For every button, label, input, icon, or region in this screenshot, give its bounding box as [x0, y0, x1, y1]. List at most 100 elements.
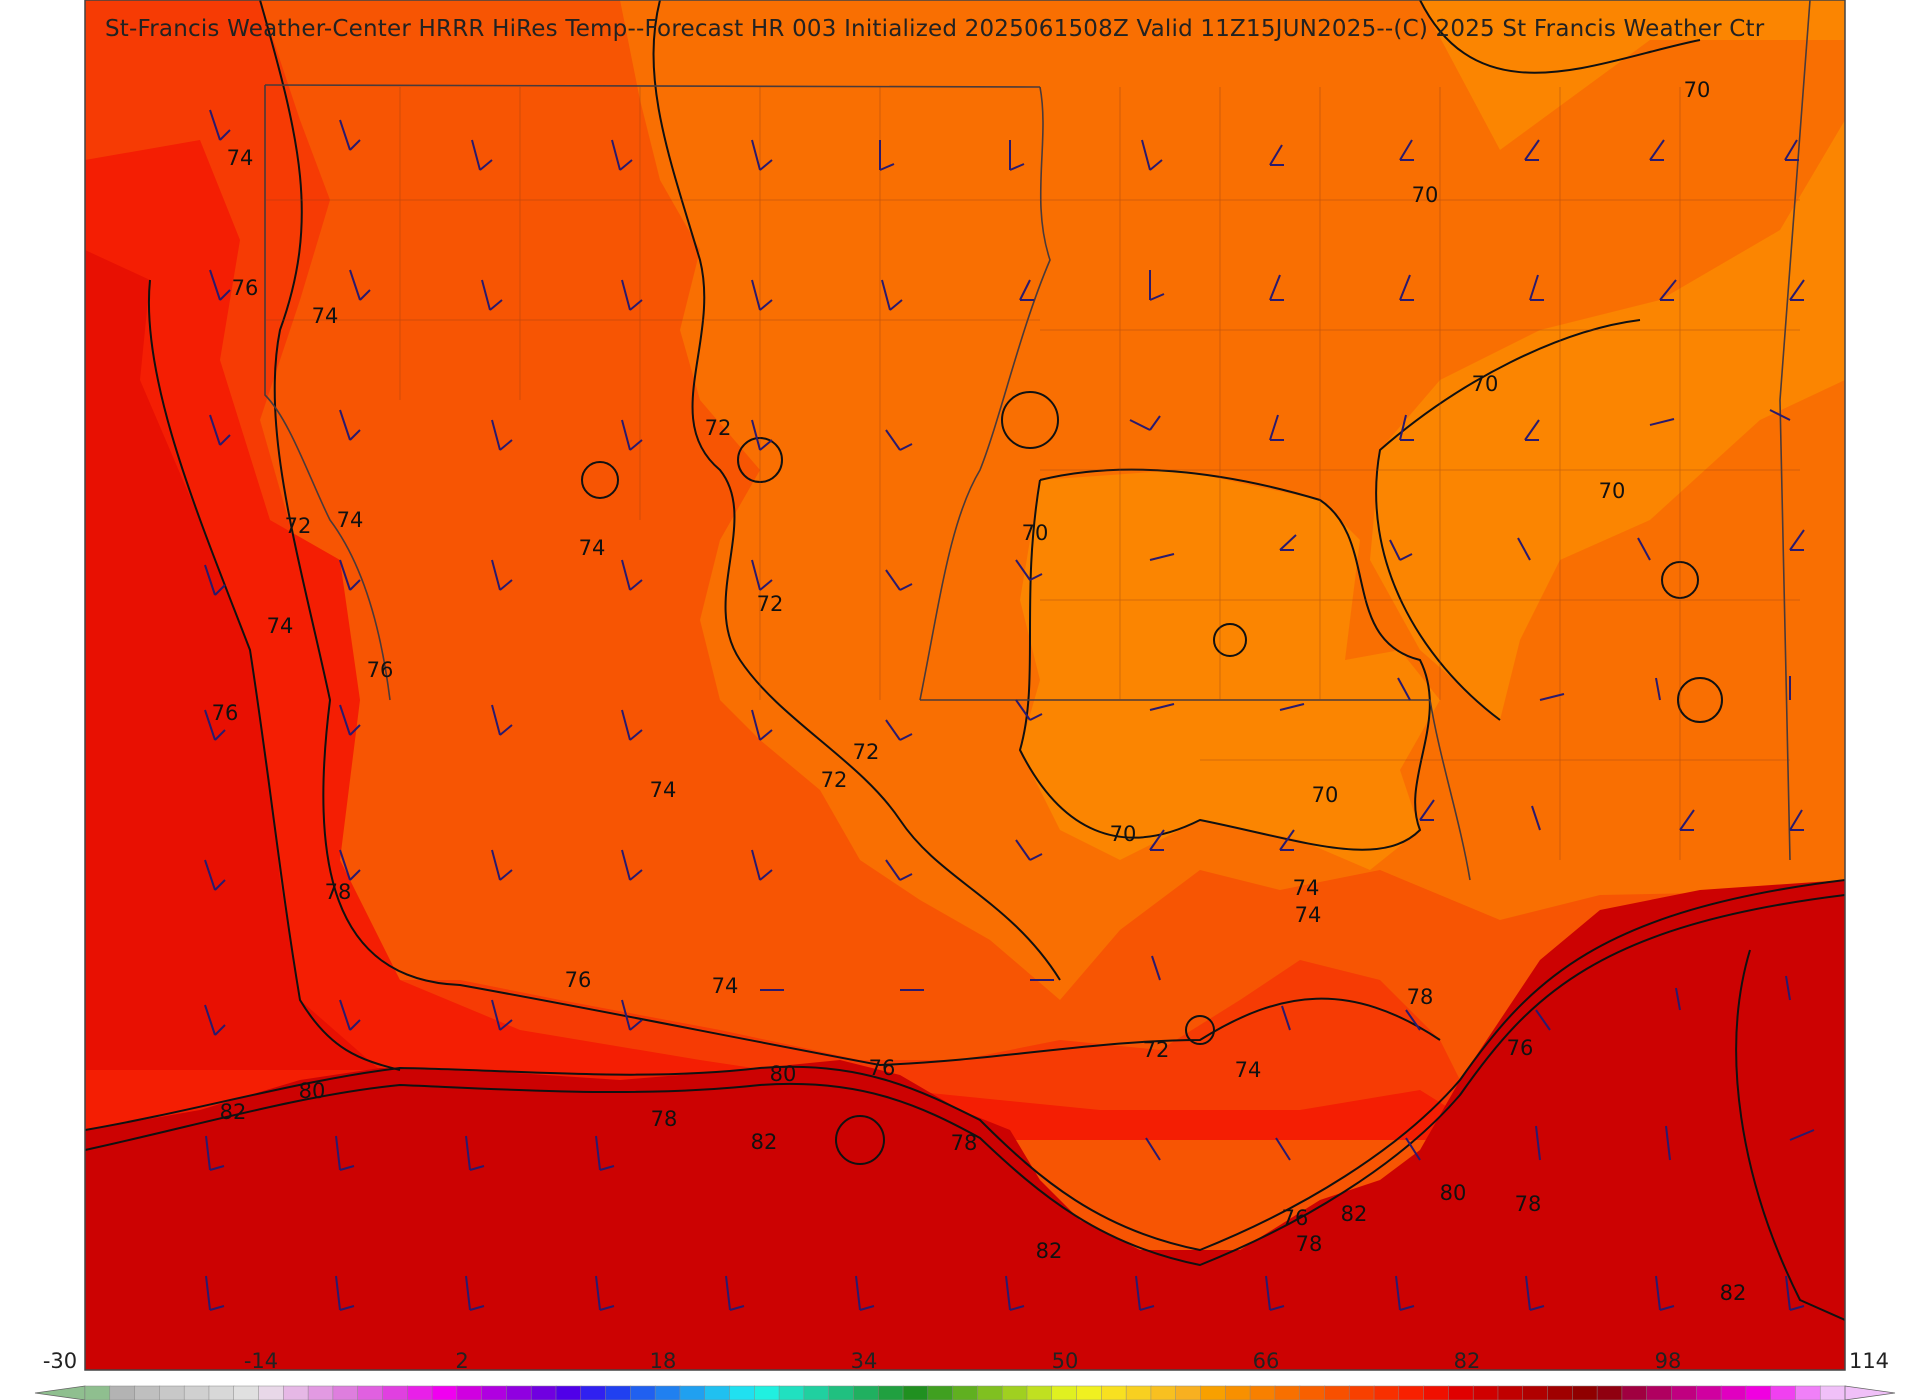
colorbar-swatch: [357, 1385, 384, 1400]
contour-label: 78: [1295, 1232, 1323, 1256]
map-border: [84, 0, 1846, 1371]
colorbar-swatch: [1472, 1385, 1499, 1400]
contour-label: 76: [1281, 1206, 1309, 1230]
contour-label: 74: [711, 974, 739, 998]
colorbar-swatch: [530, 1385, 557, 1400]
colorbar-swatch: [1819, 1385, 1846, 1400]
colorbar-swatch: [1423, 1385, 1450, 1400]
colorbar-swatch: [1324, 1385, 1350, 1400]
contour-label: 70: [1598, 479, 1626, 503]
contour-label: 74: [311, 304, 339, 328]
colorbar-swatch: [1745, 1385, 1772, 1400]
wind-barbs: [204, 109, 1815, 1311]
temp-band-82-84: [85, 880, 1845, 1370]
contour-label: 76: [211, 701, 239, 725]
colorbar-swatch: [456, 1385, 483, 1400]
colorbar-tick-label: 114: [1848, 1349, 1890, 1373]
colorbar-swatch: [1200, 1385, 1227, 1400]
colorbar-swatch: [605, 1385, 632, 1400]
colorbar-swatch: [1001, 1385, 1028, 1400]
contour-label: 74: [649, 778, 677, 802]
isotherm-contours: [85, 0, 1845, 1321]
contour-label: 78: [1514, 1192, 1542, 1216]
colorbar-swatch: [1026, 1385, 1053, 1400]
colorbar-swatch: [1249, 1385, 1276, 1400]
contour-label: 70: [1311, 783, 1339, 807]
colorbar-tick-label: 50: [1051, 1349, 1079, 1373]
contour-label: 74: [336, 508, 364, 532]
colorbar-min-arrow: [34, 1385, 86, 1400]
contour-label: 76: [231, 276, 259, 300]
colorbar-swatch: [630, 1385, 656, 1400]
colorbar-swatch: [283, 1385, 309, 1400]
contour-label: 70: [1683, 78, 1711, 102]
contour-label: 78: [950, 1131, 978, 1155]
colorbar-swatch: [1646, 1385, 1673, 1400]
colorbar-swatch: [1522, 1385, 1549, 1400]
colorbar-swatch: [977, 1385, 1003, 1400]
colorbar-tick-label: 34: [850, 1349, 878, 1373]
contour-label: 74: [1292, 876, 1320, 900]
colorbar-swatch: [778, 1385, 805, 1400]
colorbar-swatch: [258, 1385, 285, 1400]
contour-label: 82: [219, 1100, 247, 1124]
colorbar-swatch: [1621, 1385, 1648, 1400]
colorbar-swatch: [1795, 1385, 1821, 1400]
colorbar-tick-label: 66: [1252, 1349, 1280, 1373]
colorbar-swatch: [208, 1385, 235, 1400]
colorbar-swatch: [431, 1385, 458, 1400]
colorbar-swatch: [481, 1385, 508, 1400]
contour-label: 74: [1294, 903, 1322, 927]
colorbar-tick-label: -14: [243, 1349, 279, 1373]
contour-label: 78: [1406, 985, 1434, 1009]
colorbar-swatch: [1101, 1385, 1127, 1400]
colorbar-swatch: [307, 1385, 334, 1400]
contour-label: 82: [1340, 1202, 1368, 1226]
colorbar-swatch: [382, 1385, 409, 1400]
colorbar-swatch: [1671, 1385, 1698, 1400]
colorbar-swatch: [1175, 1385, 1202, 1400]
contour-label: 82: [1719, 1281, 1747, 1305]
contour-label: 80: [1439, 1181, 1467, 1205]
colorbar-swatch: [555, 1385, 582, 1400]
colorbar-swatch: [679, 1385, 706, 1400]
contour-label: 76: [868, 1056, 896, 1080]
contour-label: 78: [324, 880, 352, 904]
colorbar-swatch: [803, 1385, 830, 1400]
contour-label: 74: [1234, 1058, 1262, 1082]
state-boundaries: [264, 0, 1811, 881]
colorbar-swatch: [1596, 1385, 1623, 1400]
colorbar-max-arrow: [1844, 1385, 1896, 1400]
colorbar-swatch: [233, 1385, 260, 1400]
colorbar-swatch: [134, 1385, 161, 1400]
contour-label: 72: [284, 514, 312, 538]
contour-label: 70: [1471, 372, 1499, 396]
colorbar-tick-label: 2: [455, 1349, 469, 1373]
colorbar-swatch: [1770, 1385, 1797, 1400]
colorbar-swatch: [506, 1385, 532, 1400]
map-title: St-Francis Weather-Center HRRR HiRes Tem…: [105, 16, 1765, 42]
contour-label: 82: [750, 1130, 778, 1154]
county-lines: [265, 87, 1800, 860]
contour-label: 72: [756, 592, 784, 616]
contour-label: 78: [650, 1107, 678, 1131]
contour-label: 70: [1109, 822, 1137, 846]
colorbar-tick-label: -30: [42, 1349, 78, 1373]
colorbar: [34, 1385, 1896, 1400]
contour-label: 80: [769, 1062, 797, 1086]
colorbar-swatch: [1398, 1385, 1425, 1400]
colorbar-swatch: [159, 1385, 185, 1400]
colorbar-swatch: [1076, 1385, 1103, 1400]
contour-label: 72: [820, 768, 848, 792]
colorbar-swatch: [927, 1385, 954, 1400]
colorbar-swatch: [407, 1385, 433, 1400]
contour-label: 76: [564, 968, 592, 992]
contour-label: 70: [1021, 521, 1049, 545]
colorbar-tick-label: 82: [1453, 1349, 1481, 1373]
colorbar-swatch: [654, 1385, 681, 1400]
colorbar-swatch: [704, 1385, 731, 1400]
colorbar-swatch: [729, 1385, 756, 1400]
colorbar-swatch: [580, 1385, 607, 1400]
temp-band-78-80: [85, 250, 380, 1070]
colorbar-swatch: [1348, 1385, 1375, 1400]
